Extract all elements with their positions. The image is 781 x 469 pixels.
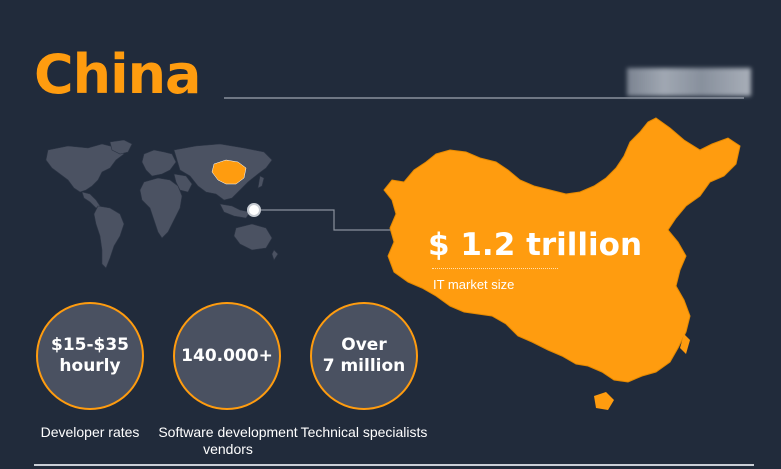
china-highlight-small: [211, 159, 247, 185]
location-marker: [247, 203, 261, 217]
stat-value-developer-rates: $15-$35 hourly: [50, 335, 130, 376]
middle-east-shape: [173, 173, 193, 193]
europe-shape: [141, 149, 177, 177]
market-size-label: IT market size: [433, 277, 515, 292]
stat-value-vendors: 140.000+: [181, 345, 273, 366]
stat-caption-specialists: Technical specialists: [300, 424, 428, 440]
stat-caption-vendors: Software development vendors: [158, 424, 298, 457]
africa-shape: [139, 177, 183, 239]
stat-circle-developer-rates: $15-$35 hourly: [36, 302, 144, 410]
market-size-divider: [432, 268, 558, 269]
stat-circle-vendors: 140.000+: [173, 302, 281, 410]
new-zealand-shape: [271, 249, 279, 261]
stat-circle-specialists: Over 7 million: [310, 302, 418, 410]
bottom-rule: [34, 464, 754, 466]
world-map: [45, 140, 279, 269]
north-america-shape: [45, 143, 125, 193]
taiwan-island: [680, 334, 690, 354]
stat-value-specialists: Over 7 million: [322, 335, 406, 376]
title-rule: [224, 97, 744, 99]
south-america-shape: [93, 205, 125, 269]
market-size-value: $ 1.2 trillion: [428, 227, 643, 263]
greenland-shape: [109, 140, 133, 155]
brand-logo-blurred: [627, 68, 751, 96]
southeast-asia-shape: [219, 203, 251, 219]
china-map: [383, 117, 741, 410]
stat-caption-developer-rates: Developer rates: [40, 424, 140, 440]
hainan-island: [594, 392, 614, 410]
japan-shape: [257, 175, 265, 189]
australia-shape: [233, 223, 273, 251]
page-title: China: [34, 43, 201, 106]
